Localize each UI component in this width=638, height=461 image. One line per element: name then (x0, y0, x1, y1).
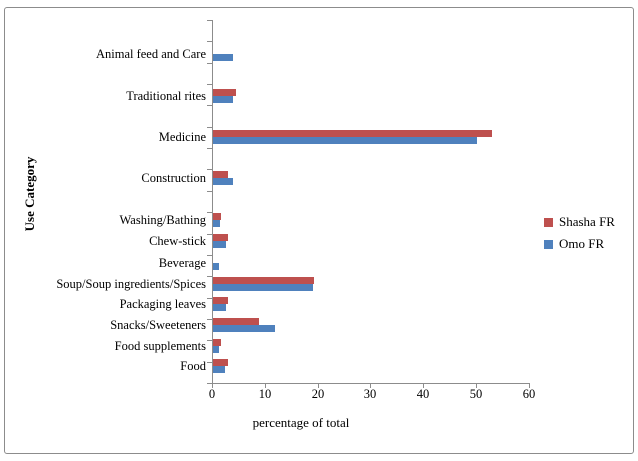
bar-shasha-fr-chew-stick (213, 234, 228, 241)
y-axis-tick (207, 212, 212, 213)
bar-omo-fr-food-supplements (213, 346, 219, 353)
category-label-traditional-rites: Traditional rites (126, 89, 206, 103)
x-axis-tick-label: 40 (416, 387, 430, 401)
y-axis-line (212, 20, 213, 384)
bar-shasha-fr-packaging-leaves (213, 297, 228, 304)
category-label-soup-soup-ingredients-spices: Soup/Soup ingredients/Spices (56, 277, 206, 291)
y-axis-tick (207, 276, 212, 277)
category-label-construction: Construction (141, 171, 206, 185)
y-axis-tick (207, 362, 212, 363)
y-axis-tick (207, 383, 212, 384)
x-axis-line (212, 383, 530, 384)
x-axis-tick-label: 0 (208, 387, 216, 401)
x-axis-tick-label: 50 (469, 387, 483, 401)
x-axis-tick (212, 383, 213, 388)
legend-item-shasha-fr: Shasha FR (544, 211, 615, 233)
y-axis-tick (207, 63, 212, 64)
x-axis-tick (265, 383, 266, 388)
bar-shasha-fr-construction (213, 171, 228, 178)
bar-shasha-fr-snacks-sweeteners (213, 318, 259, 325)
y-axis-title: Use Category (22, 156, 37, 232)
y-axis-tick (207, 84, 212, 85)
category-label-packaging-leaves: Packaging leaves (119, 297, 206, 311)
legend-swatch-omo-fr (544, 239, 553, 249)
bar-omo-fr-medicine (213, 137, 477, 144)
y-axis-tick (207, 319, 212, 320)
bar-omo-fr-food (213, 366, 225, 373)
category-label-food: Food (180, 359, 206, 373)
legend: Shasha FR Omo FR (544, 211, 615, 255)
x-axis-tick-label: 30 (363, 387, 377, 401)
y-axis-tick (207, 255, 212, 256)
x-axis-tick (476, 383, 477, 388)
bar-omo-fr-animal-feed-and-care (213, 54, 233, 61)
legend-swatch-shasha-fr (544, 217, 553, 227)
bar-omo-fr-construction (213, 178, 233, 185)
bar-omo-fr-snacks-sweeteners (213, 325, 275, 332)
category-label-beverage: Beverage (158, 256, 206, 270)
x-axis-tick (318, 383, 319, 388)
y-axis-tick (207, 105, 212, 106)
x-axis-tick (423, 383, 424, 388)
bar-shasha-fr-food (213, 359, 228, 366)
y-axis-tick (207, 340, 212, 341)
bar-omo-fr-packaging-leaves (213, 304, 226, 311)
x-axis-tick-label: 10 (258, 387, 272, 401)
bar-omo-fr-traditional-rites (213, 96, 233, 103)
x-axis-title: percentage of total (252, 415, 350, 430)
y-axis-tick (207, 298, 212, 299)
bar-shasha-fr-soup-soup-ingredients-spices (213, 277, 314, 284)
category-label-animal-feed-and-care: Animal feed and Care (95, 47, 206, 61)
bar-shasha-fr-food-supplements (213, 339, 221, 346)
y-axis-tick (207, 169, 212, 170)
bar-shasha-fr-traditional-rites (213, 89, 236, 96)
y-axis-tick (207, 127, 212, 128)
y-axis-tick (207, 20, 212, 21)
bar-omo-fr-soup-soup-ingredients-spices (213, 284, 313, 291)
x-axis-tick (370, 383, 371, 388)
bar-omo-fr-chew-stick (213, 241, 226, 248)
y-axis-tick (207, 191, 212, 192)
y-axis-tick (207, 234, 212, 235)
y-axis-tick (207, 148, 212, 149)
figure-border (4, 7, 634, 454)
legend-item-omo-fr: Omo FR (544, 233, 615, 255)
category-label-medicine: Medicine (158, 130, 206, 144)
x-axis-tick-label: 60 (522, 387, 536, 401)
bar-shasha-fr-medicine (213, 130, 492, 137)
category-label-chew-stick: Chew-stick (149, 234, 206, 248)
y-axis-tick (207, 41, 212, 42)
x-axis-tick-label: 20 (311, 387, 325, 401)
legend-label-omo-fr: Omo FR (559, 236, 605, 251)
bar-omo-fr-beverage (213, 263, 219, 270)
bar-shasha-fr-washing-bathing (213, 213, 221, 220)
category-label-food-supplements: Food supplements (114, 339, 206, 353)
category-label-washing-bathing: Washing/Bathing (119, 213, 207, 227)
legend-label-shasha-fr: Shasha FR (559, 214, 615, 229)
bar-omo-fr-washing-bathing (213, 220, 220, 227)
x-axis-tick (529, 383, 530, 388)
category-label-snacks-sweeteners: Snacks/Sweeteners (110, 318, 206, 332)
